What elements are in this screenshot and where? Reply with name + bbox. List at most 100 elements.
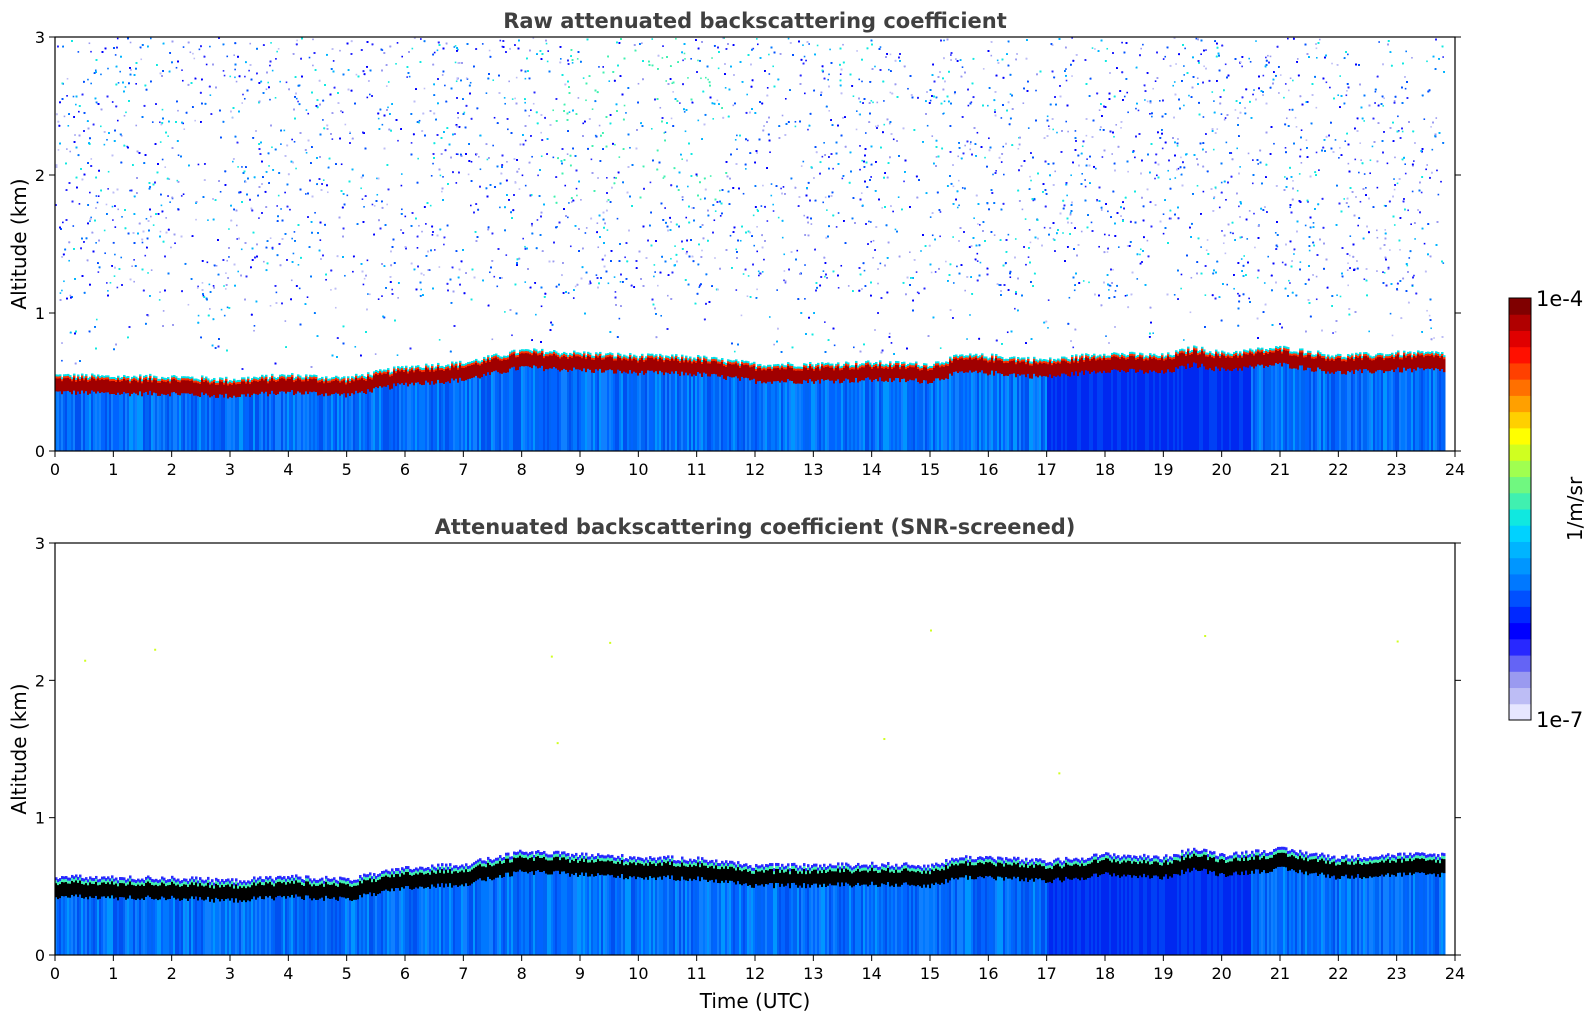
layer-column [119,391,122,451]
noise-speck [1234,109,1237,111]
layer-core [315,378,318,393]
noise-speck [942,112,944,115]
noise-speck [860,192,863,194]
layer-core-edge [319,380,322,383]
noise-speck [235,224,238,227]
layer-core-edge [1049,359,1052,362]
layer-column [477,374,480,451]
noise-speck [1074,130,1077,132]
layer-core-edge [359,377,362,380]
noise-speck [222,70,225,72]
noise-speck [568,202,570,204]
noise-speck [1117,246,1120,248]
layer-core-edge [195,380,198,383]
noise-speck [568,111,571,113]
noise-speck [1070,174,1072,177]
layer-core-edge [169,381,172,384]
noise-speck [1098,109,1101,111]
noise-speck [1246,238,1249,240]
noise-speck [231,117,234,119]
layer-column [393,380,396,451]
noise-speck [511,334,513,337]
noise-speck [1146,239,1149,242]
noise-speck [116,286,119,289]
layer-core [429,370,432,385]
noise-speck [1391,334,1394,337]
noise-speck [1413,274,1415,277]
layer-core [179,381,182,396]
noise-speck [385,85,388,87]
layer-column [391,385,394,451]
layer-column [79,391,82,451]
layer-core [395,372,398,387]
noise-speck [1027,256,1030,258]
noise-speck [969,141,972,143]
layer-column [457,379,460,451]
noise-speck [773,343,775,346]
noise-speck [1236,147,1239,150]
noise-speck [1080,230,1083,233]
noise-speck [952,236,954,238]
noise-speck [90,82,92,85]
noise-speck [119,70,122,73]
layer-core-edge [437,364,440,367]
noise-speck [540,131,542,134]
noise-speck [1346,90,1348,92]
noise-speck [1426,60,1428,63]
noise-speck [747,275,750,277]
noise-speck [1135,107,1137,110]
layer-column [269,391,272,451]
noise-speck [1284,146,1287,149]
noise-speck [1426,164,1428,166]
layer-core-edge [223,382,226,385]
layer-core [263,379,266,394]
layer-core-edge [283,376,286,379]
noise-speck [151,121,154,123]
noise-speck [167,135,169,137]
noise-speck [697,119,700,122]
noise-speck [209,94,212,96]
layer-core [59,377,62,392]
layer-column [469,375,472,451]
layer-core [355,376,358,391]
layer-column [57,388,60,451]
noise-speck [401,208,403,211]
noise-speck [1293,253,1295,255]
noise-speck [756,43,759,46]
layer-column [191,390,194,451]
noise-speck [716,99,719,102]
layer-core-edge [371,377,374,380]
noise-speck [1090,221,1093,224]
noise-speck [518,188,521,190]
layer-core-edge [429,369,432,372]
noise-speck [420,288,422,291]
noise-speck [709,175,712,177]
noise-speck [182,46,185,48]
noise-speck [489,271,491,274]
noise-speck [681,158,684,161]
noise-speck [687,185,689,188]
noise-speck [1430,327,1432,330]
layer-core-edge [217,382,220,385]
noise-speck [504,311,506,313]
noise-speck [1410,223,1412,226]
noise-speck [429,204,432,207]
noise-speck [117,208,120,211]
noise-speck [657,284,659,287]
noise-speck [733,350,736,353]
layer-core [249,383,252,398]
layer-core-edge [305,376,308,379]
noise-speck [823,141,825,144]
noise-speck [1315,47,1318,50]
layer-core [73,376,76,391]
layer-core [453,366,456,381]
noise-speck [129,41,132,44]
noise-speck [1292,180,1294,182]
layer-core [99,379,102,394]
layer-core-edge [455,363,458,366]
noise-speck [559,58,562,60]
noise-speck [1384,229,1387,231]
layer-column [211,393,214,451]
layer-core-edge [721,360,724,363]
layer-core-edge [175,378,178,381]
